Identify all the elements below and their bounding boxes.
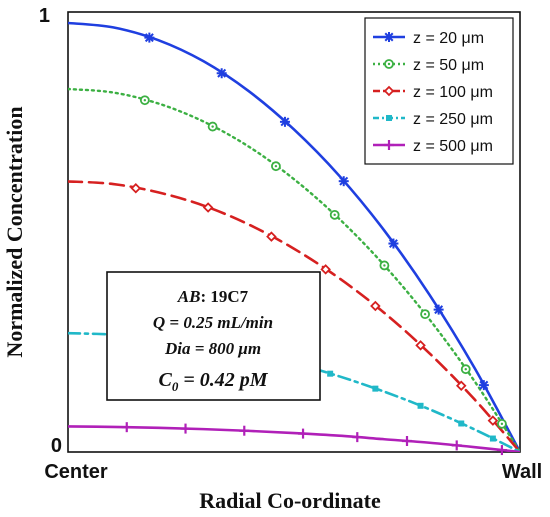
legend-label-z-100-m: z = 100 μm: [413, 84, 493, 101]
series-line-z-100-m: [68, 180, 520, 452]
data-point-z-500-m-5: [352, 432, 363, 443]
legend-item-z-20-m: z = 20 μm: [373, 30, 484, 47]
data-point-z-100-m-7: [455, 380, 467, 392]
data-point-z-500-m-7: [451, 440, 462, 451]
marker-layer: [121, 32, 507, 456]
data-point-z-50-m-2: [207, 121, 218, 132]
data-point-z-20-m-5: [388, 238, 399, 249]
data-point-z-500-m-1: [121, 422, 132, 433]
data-point-z-50-m-3: [271, 161, 281, 172]
data-point-z-20-m-1: [144, 32, 155, 43]
data-point-z-50-m-1: [139, 95, 150, 106]
data-point-z-500-m-3: [239, 425, 250, 436]
data-point-z-20-m-3: [279, 116, 290, 127]
data-point-z-250-m-5: [327, 370, 334, 377]
legend-label-z-250-m: z = 250 μm: [413, 111, 493, 128]
y-tick-label-bottom: 0: [51, 435, 62, 457]
x-tick-label-wall: Wall: [502, 461, 542, 483]
data-point-z-20-m-2: [216, 68, 227, 79]
legend-label-z-500-m: z = 500 μm: [413, 138, 493, 155]
annotation-antibody-label: AB: [177, 287, 201, 306]
data-point-z-250-m-6: [372, 385, 379, 392]
legend-item-z-250-m: z = 250 μm: [373, 111, 493, 128]
annotation-c-label: C: [158, 369, 172, 391]
data-point-z-100-m-8: [487, 415, 499, 426]
legend-item-z-50-m: z = 50 μm: [373, 57, 484, 74]
legend-marker-z-250-m: [386, 115, 392, 121]
annotation-c-subscript: 0: [172, 379, 179, 394]
legend-label-z-50-m: z = 50 μm: [413, 57, 484, 74]
x-tick-label-center: Center: [44, 461, 108, 483]
data-point-z-50-m-6: [420, 309, 430, 320]
legend-marker-z-50-m: [384, 59, 394, 69]
data-point-z-50-m-4: [329, 209, 340, 220]
legend-item-z-500-m: z = 500 μm: [373, 138, 493, 155]
series-line-z-50-m: [68, 87, 520, 452]
legend-label-z-20-m: z = 20 μm: [413, 30, 484, 47]
annotation-c-value: = 0.42 pM: [178, 369, 268, 391]
data-point-z-50-m-7: [460, 364, 471, 375]
data-point-z-20-m-6: [433, 304, 444, 315]
annotation-box: [106, 271, 321, 401]
data-point-z-100-m-6: [415, 340, 426, 351]
data-point-z-250-m-7: [417, 402, 424, 409]
data-point-z-100-m-4: [320, 264, 331, 275]
data-point-z-100-m-2: [202, 202, 214, 213]
data-point-z-100-m-1: [130, 182, 142, 194]
data-point-z-500-m-2: [180, 423, 191, 434]
legend-marker-z-100-m: [383, 85, 395, 97]
legend-marker-z-500-m: [384, 140, 394, 150]
parameter-annotation: AB: 19C7 Q = 0.25 mL/min Dia = 800 μm C0…: [106, 271, 321, 401]
data-point-z-500-m-8: [496, 445, 507, 456]
data-point-z-20-m-7: [478, 380, 489, 391]
data-point-z-500-m-6: [402, 436, 412, 446]
data-point-z-20-m-4: [338, 176, 349, 187]
annotation-concentration: C0 = 0.42 pM: [158, 369, 268, 394]
y-axis-title: Normalized Concentration: [2, 106, 27, 357]
x-axis-title: Radial Co-ordinate: [199, 488, 381, 513]
data-point-z-250-m-9: [489, 435, 496, 442]
data-point-z-500-m-4: [298, 428, 309, 439]
data-point-z-50-m-5: [379, 260, 390, 271]
legend-marker-z-20-m: [384, 32, 394, 42]
series-line-z-500-m: [68, 425, 520, 452]
legend: z = 20 μm z = 50 μm z = 100 μm z = 250 μm z …: [364, 17, 514, 165]
annotation-antibody: AB: 19C7: [177, 287, 249, 306]
annotation-flow-rate: Q = 0.25 mL/min: [153, 313, 273, 332]
data-point-z-100-m-3: [266, 231, 277, 242]
legend-item-z-100-m: z = 100 μm: [373, 84, 493, 101]
annotation-antibody-value: : 19C7: [200, 287, 248, 306]
data-point-z-100-m-5: [370, 300, 381, 312]
data-point-z-250-m-8: [458, 420, 465, 427]
legend-items: z = 20 μm z = 50 μm z = 100 μm z = 250 μm z …: [373, 30, 493, 155]
annotation-diameter: Dia = 800 μm: [164, 339, 261, 358]
y-tick-label-top: 1: [39, 5, 50, 27]
data-point-z-50-m-8: [497, 418, 507, 429]
